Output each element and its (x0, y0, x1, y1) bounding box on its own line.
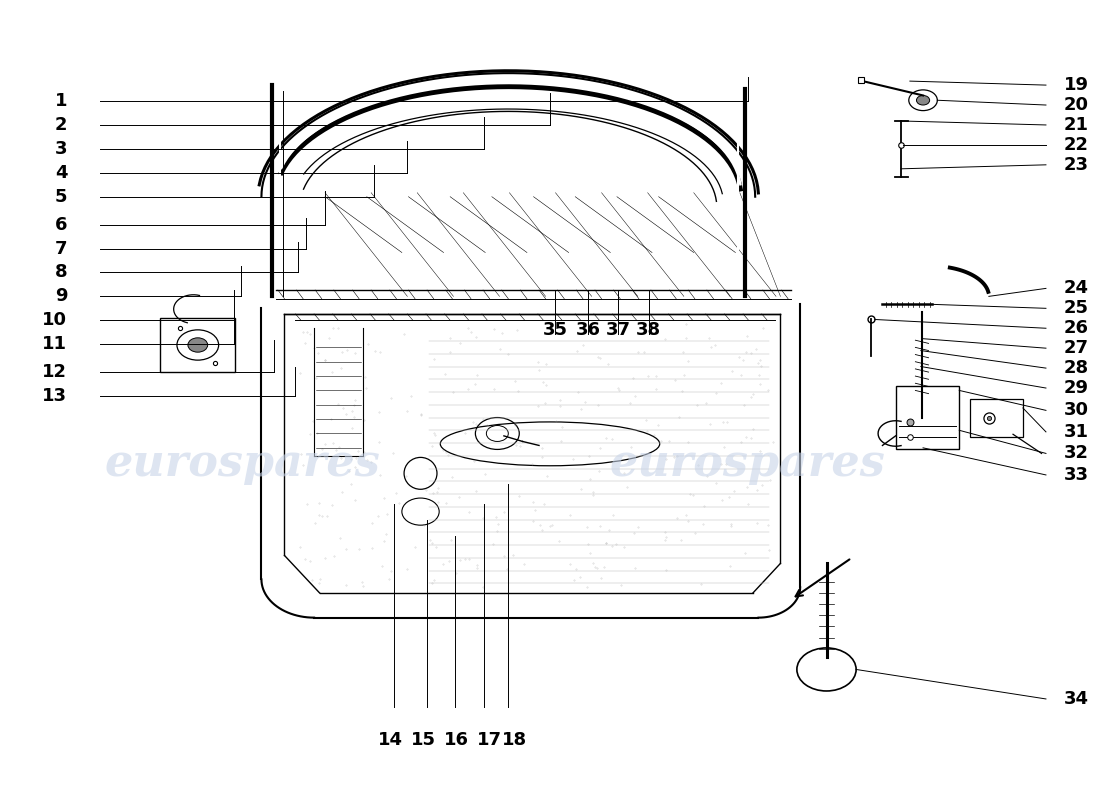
Text: 10: 10 (42, 311, 67, 330)
Text: eurospares: eurospares (104, 442, 381, 486)
Text: 24: 24 (1064, 279, 1089, 298)
Text: 28: 28 (1064, 359, 1089, 377)
Text: 19: 19 (1064, 76, 1089, 94)
Text: 16: 16 (444, 731, 470, 749)
Text: 14: 14 (378, 731, 404, 749)
Text: 20: 20 (1064, 96, 1089, 114)
Text: 29: 29 (1064, 379, 1089, 397)
Text: 37: 37 (605, 322, 630, 339)
Text: 35: 35 (543, 322, 568, 339)
Text: 34: 34 (1064, 690, 1089, 708)
Circle shape (796, 648, 856, 691)
Text: 4: 4 (55, 164, 67, 182)
Text: 38: 38 (636, 322, 661, 339)
Circle shape (177, 330, 219, 360)
Text: 21: 21 (1064, 116, 1089, 134)
Text: 26: 26 (1064, 319, 1089, 338)
Text: 9: 9 (55, 287, 67, 306)
Circle shape (909, 90, 937, 110)
Text: 3: 3 (55, 140, 67, 158)
Text: 11: 11 (42, 335, 67, 353)
Text: 30: 30 (1064, 402, 1089, 419)
Circle shape (188, 338, 208, 352)
Text: eurospares: eurospares (609, 442, 886, 486)
Text: 7: 7 (55, 239, 67, 258)
Bar (970, 399, 1023, 438)
Text: 17: 17 (477, 731, 503, 749)
Text: 15: 15 (411, 731, 437, 749)
Text: 5: 5 (55, 188, 67, 206)
Text: 23: 23 (1064, 156, 1089, 174)
Text: 22: 22 (1064, 136, 1089, 154)
Text: 27: 27 (1064, 339, 1089, 357)
Text: 8: 8 (55, 263, 67, 282)
Bar (161, 318, 235, 372)
Text: 2: 2 (55, 116, 67, 134)
Text: 32: 32 (1064, 445, 1089, 462)
Bar (895, 386, 959, 450)
Text: 33: 33 (1064, 466, 1089, 484)
Text: 6: 6 (55, 216, 67, 234)
Text: 31: 31 (1064, 423, 1089, 441)
Text: 13: 13 (42, 387, 67, 405)
Text: 25: 25 (1064, 299, 1089, 318)
Text: 36: 36 (576, 322, 601, 339)
Text: 18: 18 (503, 731, 528, 749)
Text: 12: 12 (42, 363, 67, 381)
Circle shape (916, 95, 930, 105)
Text: 1: 1 (55, 92, 67, 110)
